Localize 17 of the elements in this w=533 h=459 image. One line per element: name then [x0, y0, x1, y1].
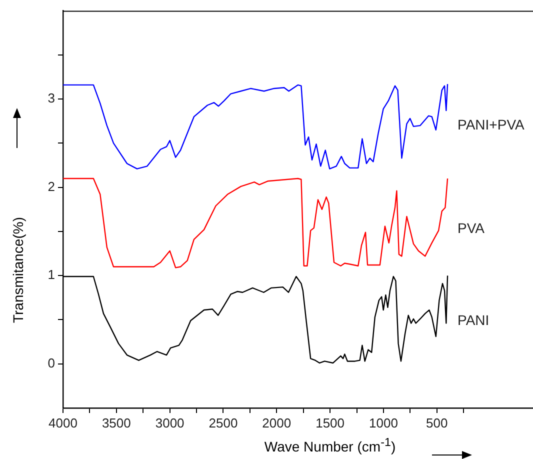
x-tick-label: 500: [426, 415, 448, 430]
series-label: PANI+PVA: [458, 116, 525, 133]
series-label: PVA: [458, 220, 486, 236]
x-tick-label: 2500: [208, 415, 238, 430]
x-tick-label: 1000: [368, 415, 398, 430]
y-tick-label: 2: [48, 178, 55, 194]
y-tick-label: 3: [48, 90, 55, 106]
y-tick-label: 1: [48, 267, 55, 282]
x-tick-label: 4000: [48, 415, 78, 430]
x-tick-label: 3000: [155, 415, 184, 430]
x-tick-label: 1500: [316, 415, 345, 430]
x-axis-title: Wave Number (cm$^{-1}$): [263, 436, 397, 455]
x-tick-label: 3500: [102, 415, 131, 430]
y-tick-label: 0: [48, 355, 55, 370]
series-label: PANI: [458, 312, 490, 328]
y-axis-title: Transmitance(%): [10, 216, 26, 326]
x-tick-label: 2000: [262, 415, 292, 430]
